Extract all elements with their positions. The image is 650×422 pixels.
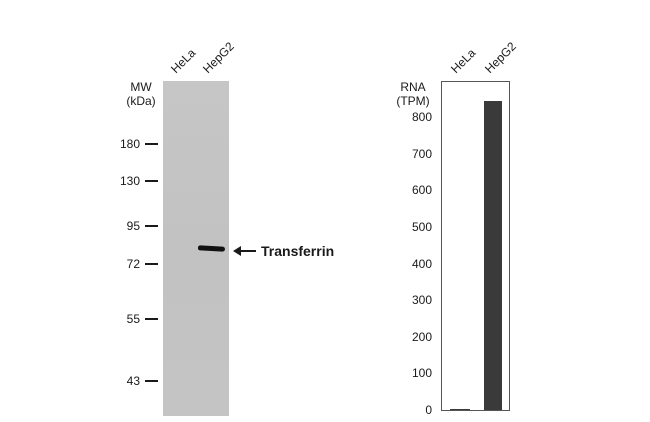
rna-bar-hela (450, 408, 470, 410)
rna-bar-hepg2 (484, 100, 502, 410)
rna-plot-frame (441, 81, 510, 411)
rna-tick-100: 100 (411, 366, 432, 381)
mw-marker-130: 130 (119, 174, 140, 188)
wb-lane-label-hepg2: HepG2 (200, 39, 237, 76)
rna-axis-title: RNA (TPM) (388, 80, 438, 108)
arrow-shaft (238, 250, 256, 252)
rna-tick-200: 200 (411, 329, 432, 344)
mw-tick-72 (145, 263, 158, 265)
rna-axis-title-main: RNA (400, 80, 426, 94)
mw-tick-43 (145, 380, 158, 382)
rna-axis-title-unit: (TPM) (396, 94, 430, 108)
mw-tick-180 (145, 143, 158, 145)
rna-tick-300: 300 (411, 293, 432, 308)
mw-marker-95: 95 (126, 219, 140, 233)
rna-tick-500: 500 (411, 220, 432, 234)
mw-marker-180: 180 (119, 137, 140, 151)
mw-tick-95 (145, 225, 158, 227)
mw-header: MW (kDa) (118, 80, 164, 108)
arrow-left-icon (233, 246, 241, 256)
rna-lane-label-hela: HeLa (448, 45, 479, 76)
rna-tick-0: 0 (425, 403, 432, 417)
rna-lane-label-hepg2: HepG2 (482, 39, 519, 76)
mw-marker-55: 55 (126, 312, 140, 326)
rna-tick-400: 400 (411, 256, 432, 271)
mw-tick-130 (145, 180, 158, 182)
mw-marker-43: 43 (126, 374, 140, 388)
target-protein-label: Transferrin (261, 243, 335, 259)
rna-tick-600: 600 (411, 183, 432, 198)
mw-header-title: MW (130, 80, 152, 94)
rna-tick-700: 700 (411, 146, 432, 161)
mw-header-unit: (kDa) (126, 94, 156, 108)
wb-lane-label-hela: HeLa (168, 45, 199, 76)
mw-tick-55 (145, 318, 158, 320)
rna-tick-800: 800 (411, 110, 432, 125)
mw-marker-72: 72 (126, 257, 140, 271)
